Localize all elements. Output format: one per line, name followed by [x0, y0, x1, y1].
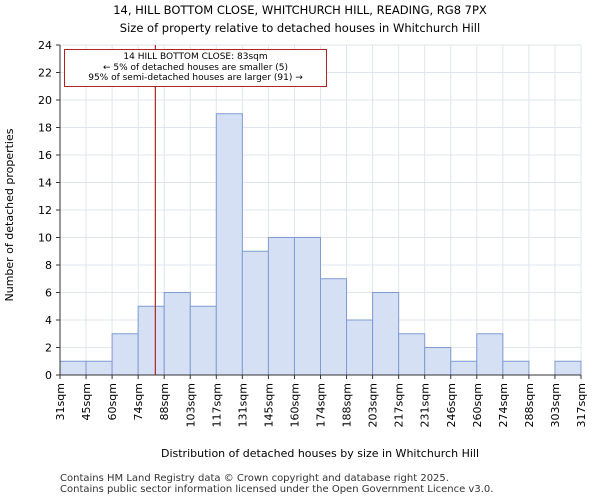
y-tick-label: 2: [45, 342, 52, 355]
bar: [346, 319, 374, 376]
x-tick-label: 317sqm: [575, 383, 588, 427]
bar: [424, 347, 452, 376]
x-tick-label: 174sqm: [315, 383, 328, 427]
bar: [163, 292, 191, 376]
footer-line-1: Contains HM Land Registry data © Crown c…: [60, 473, 449, 484]
bar: [111, 333, 139, 376]
bars: [59, 113, 582, 376]
x-tick-label: 74sqm: [132, 383, 145, 420]
y-tick-label: 22: [38, 67, 52, 80]
x-tick-labels: 31sqm 45sqm 60sqm 74sqm 88sqm 103sqm 117sqm 131…: [54, 383, 588, 427]
annotation-line-3: 95% of semi-detached houses are larger (…: [88, 73, 303, 83]
annotation-box: 14 HILL BOTTOM CLOSE: 83sqm ← 5% of deta…: [64, 49, 327, 87]
annotation-line-1: 14 HILL BOTTOM CLOSE: 83sqm: [123, 52, 268, 62]
x-tick-label: 145sqm: [262, 383, 275, 427]
x-tick-label: 160sqm: [288, 383, 301, 427]
x-axis-label: Distribution of detached houses by size …: [161, 447, 479, 460]
bar: [554, 360, 582, 376]
y-tick-label: 6: [45, 287, 52, 300]
y-tick-label: 14: [38, 177, 52, 190]
x-tick-label: 103sqm: [184, 383, 197, 427]
x-tick-label: 45sqm: [80, 383, 93, 420]
footer-line-2: Contains public sector information licen…: [60, 484, 494, 495]
x-tick-label: 60sqm: [106, 383, 119, 420]
bar: [215, 113, 243, 376]
chart-subtitle: Size of property relative to detached ho…: [120, 21, 480, 35]
x-tick-label: 203sqm: [367, 383, 380, 427]
y-axis-label: Number of detached properties: [3, 128, 16, 301]
bar: [85, 360, 113, 376]
x-tick-label: 131sqm: [236, 383, 249, 427]
y-tick-label: 18: [38, 122, 52, 135]
x-tick-label: 288sqm: [523, 383, 536, 427]
x-tick-label: 274sqm: [497, 383, 510, 427]
bar: [241, 250, 269, 376]
x-tick-label: 260sqm: [471, 383, 484, 427]
x-tick-label: 188sqm: [341, 383, 354, 427]
bar: [267, 237, 295, 376]
y-tick-label: 8: [45, 259, 52, 272]
y-tick-label: 20: [38, 94, 52, 107]
x-tick-label: 303sqm: [549, 383, 562, 427]
bar: [476, 333, 504, 376]
x-tick-label: 231sqm: [419, 383, 432, 427]
y-tick-label: 4: [45, 314, 52, 327]
bar: [372, 292, 400, 376]
annotation-line-2: ← 5% of detached houses are smaller (5): [102, 62, 289, 73]
bar: [450, 360, 478, 376]
bar: [502, 360, 530, 376]
x-tick-label: 117sqm: [210, 383, 223, 427]
y-tick-label: 12: [38, 204, 52, 217]
x-tick-label: 31sqm: [54, 383, 67, 420]
y-tick-label: 16: [38, 149, 52, 162]
y-tick-label: 10: [38, 232, 52, 245]
x-tick-label: 246sqm: [445, 383, 458, 427]
axes: [56, 44, 582, 379]
x-tick-label: 88sqm: [158, 383, 171, 420]
bar: [137, 305, 165, 376]
y-tick-label: 0: [45, 369, 52, 382]
bar: [293, 237, 322, 376]
bar: [189, 305, 217, 376]
chart-title: 14, HILL BOTTOM CLOSE, WHITCHURCH HILL, …: [113, 3, 487, 17]
bar: [59, 360, 87, 376]
x-tick-label: 217sqm: [393, 383, 406, 427]
bar: [320, 278, 348, 376]
y-tick-label: 24: [38, 39, 52, 52]
bar: [398, 333, 426, 376]
